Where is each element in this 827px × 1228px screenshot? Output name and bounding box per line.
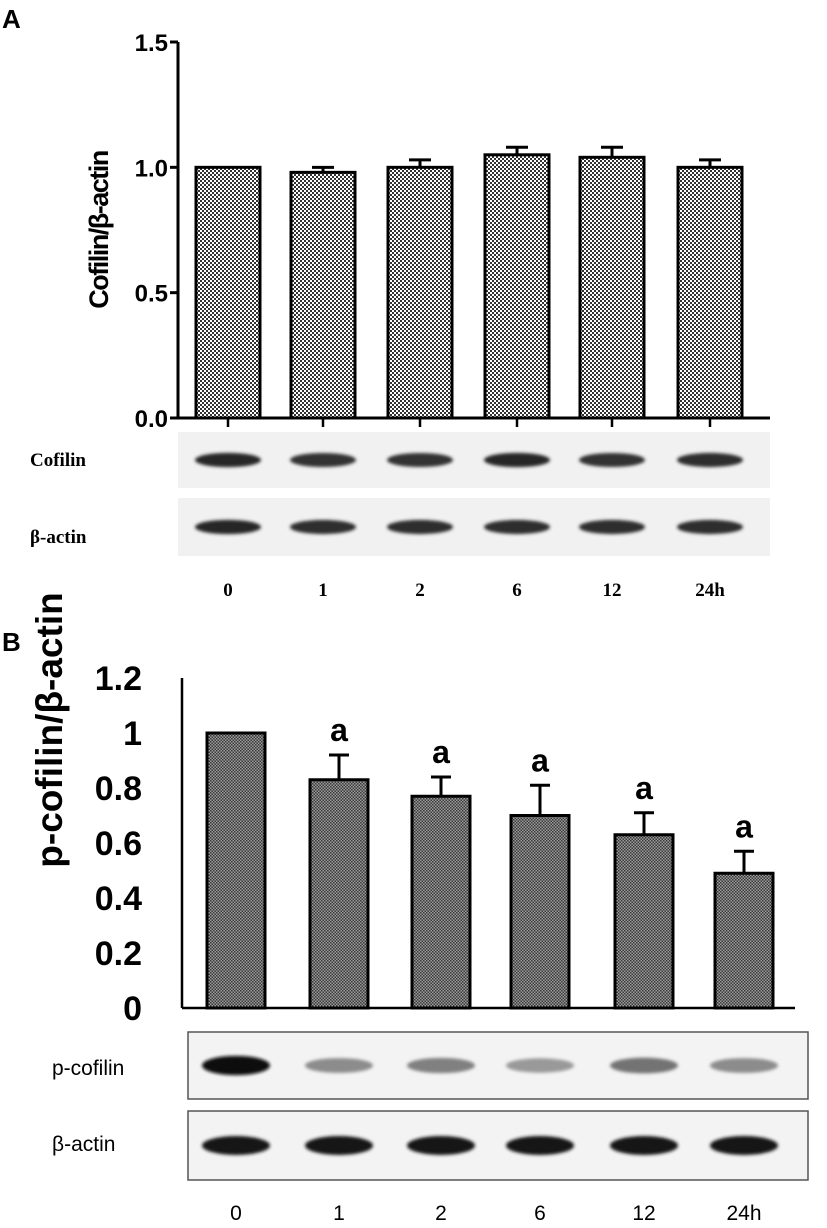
blot-band <box>202 1136 270 1155</box>
blot-lane-label: p-cofilin <box>52 1057 124 1080</box>
y-tick-label: 1 <box>123 715 142 753</box>
blot-band <box>484 519 550 535</box>
blot-band <box>202 1055 270 1076</box>
blot-lane-label: β-actin <box>30 527 87 548</box>
blot-band <box>506 1136 574 1155</box>
panel-label-b: B <box>2 627 21 657</box>
x-tick-label: 2 <box>415 580 425 601</box>
panel-b: 0 0.2 0.4 0.6 0.8 1 1.2 p-cofilin/β-actin a a a a a p… <box>29 592 809 1225</box>
x-tick-label: 1 <box>333 1202 345 1225</box>
panel-a: 0.0 0.5 1.0 1.5 Cofilin/β-actin Cofilin β-acti… <box>30 30 770 601</box>
bar <box>578 155 646 420</box>
bar <box>386 165 454 420</box>
bar <box>713 871 775 1010</box>
y-axis-label: Cofilin/β-actin <box>84 151 114 308</box>
blot-band <box>387 453 453 467</box>
significance-label: a <box>330 712 348 748</box>
blot-band <box>506 1058 574 1073</box>
blot-band <box>305 1136 373 1155</box>
blot-band <box>195 452 261 468</box>
y-tick-label: 0.2 <box>95 935 142 973</box>
blot-band <box>579 453 645 467</box>
blot-band <box>290 453 356 467</box>
y-axis-label: p-cofilin/β-actin <box>29 592 70 867</box>
blot-band <box>305 1058 373 1073</box>
significance-label: a <box>635 770 653 806</box>
x-tick-label: 0 <box>223 580 233 601</box>
blot-lane-label: β-actin <box>52 1133 115 1156</box>
x-tick-label: 2 <box>435 1202 447 1225</box>
blot-band <box>710 1136 778 1155</box>
panel-label-a: A <box>2 4 21 34</box>
y-tick-label: 0.6 <box>95 825 142 863</box>
blot-band <box>407 1057 475 1074</box>
y-tick-label: 0.8 <box>95 770 142 808</box>
bar <box>676 165 744 420</box>
bar <box>194 165 262 420</box>
blot-band <box>407 1136 475 1155</box>
blot-band <box>387 519 453 535</box>
blot-strip <box>178 498 770 556</box>
blot-strip <box>187 1110 809 1181</box>
blot-band <box>579 519 645 535</box>
blot-band <box>484 452 550 468</box>
blot-band <box>677 452 743 468</box>
y-tick-label: 1.0 <box>135 155 168 182</box>
blot-band <box>710 1058 778 1073</box>
significance-label: a <box>735 808 753 844</box>
bar <box>205 731 267 1010</box>
significance-label: a <box>432 734 450 770</box>
bar <box>410 794 472 1010</box>
blot-band <box>677 519 743 535</box>
x-tick-label: 6 <box>512 580 522 601</box>
x-tick-label: 6 <box>534 1202 546 1225</box>
blot-band <box>610 1136 678 1155</box>
blot-strip <box>178 432 770 488</box>
x-tick-label: 1 <box>318 580 328 601</box>
y-tick-label: 1.5 <box>135 30 168 57</box>
y-tick-label: 1.2 <box>95 660 142 698</box>
blot-lane-label: Cofilin <box>30 450 86 471</box>
bar <box>289 170 357 420</box>
significance-label: a <box>531 742 549 778</box>
y-tick-label: 0.4 <box>95 880 142 918</box>
y-tick-label: 0 <box>123 990 142 1028</box>
blot-band <box>290 519 356 535</box>
bar <box>509 814 571 1010</box>
x-tick-label: 24h <box>695 580 725 601</box>
x-tick-label: 12 <box>632 1202 655 1225</box>
bar <box>308 778 370 1010</box>
bar <box>483 153 551 420</box>
y-tick-label: 0.5 <box>135 281 168 308</box>
x-tick-label: 12 <box>603 580 622 601</box>
blot-band <box>610 1057 678 1074</box>
bar <box>613 833 675 1010</box>
y-tick-label: 0.0 <box>135 406 168 433</box>
blot-strip <box>187 1031 809 1100</box>
x-tick-label: 24h <box>726 1202 761 1225</box>
x-tick-label: 0 <box>230 1202 242 1225</box>
blot-band <box>195 519 261 535</box>
